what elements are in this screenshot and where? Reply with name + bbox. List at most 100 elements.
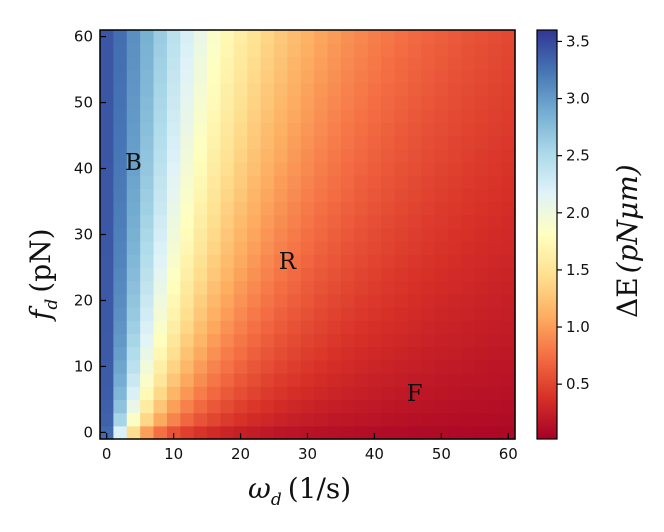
heatmap-cell (193, 30, 208, 44)
heatmap-cell (220, 69, 235, 84)
heatmap-cell (488, 346, 503, 361)
heatmap-cell (381, 69, 396, 84)
heatmap-cell (340, 43, 355, 57)
heatmap-cell (233, 43, 248, 57)
heatmap-cell (340, 69, 355, 84)
heatmap-cell (488, 425, 503, 440)
heatmap-cell (274, 188, 289, 203)
heatmap-cell (407, 161, 422, 176)
heatmap-cell (407, 280, 422, 295)
heatmap-cell (100, 412, 114, 427)
heatmap-cell (166, 307, 181, 321)
heatmap-cell (126, 412, 141, 427)
heatmap-cell (220, 373, 235, 387)
heatmap-cell (327, 30, 342, 44)
heatmap-cell (193, 201, 208, 216)
heatmap-cell (207, 188, 222, 203)
heatmap-cell (300, 30, 315, 44)
heatmap-cell (354, 82, 369, 97)
heatmap-cell (381, 425, 396, 440)
colorbar-tick-label: 1.0 (566, 318, 590, 336)
heatmap-cell (180, 43, 195, 57)
heatmap-cell (166, 412, 181, 427)
heatmap-cell (421, 43, 436, 57)
heatmap-cell (180, 254, 195, 269)
heatmap-cell (140, 425, 155, 440)
heatmap-cell (220, 188, 235, 203)
heatmap-cell (407, 373, 422, 387)
heatmap-cell (501, 386, 516, 401)
heatmap-cell (287, 188, 302, 203)
heatmap-cell (461, 346, 476, 361)
heatmap-cell (153, 227, 168, 242)
heatmap-cell (180, 227, 195, 242)
y-tick-label: 30 (74, 226, 93, 244)
heatmap-cell (421, 82, 436, 97)
heatmap-cell (287, 69, 302, 84)
heatmap-cell (314, 425, 329, 440)
heatmap-cell (287, 267, 302, 282)
heatmap-cell (434, 293, 449, 308)
heatmap-cell (233, 320, 248, 335)
heatmap-cell (474, 82, 489, 97)
heatmap-cell (274, 399, 289, 414)
heatmap-cell (394, 333, 409, 348)
heatmap-cell (220, 135, 235, 150)
heatmap-cell (193, 293, 208, 308)
y-tick-label: 10 (74, 357, 93, 375)
heatmap-cell (247, 227, 262, 242)
heatmap-cell (233, 346, 248, 361)
heatmap-cell (140, 293, 155, 308)
heatmap-cell (340, 359, 355, 374)
heatmap-cell (381, 280, 396, 295)
heatmap-cell (300, 293, 315, 308)
heatmap-cell (260, 95, 275, 110)
heatmap-cell (126, 267, 141, 282)
heatmap-cell (367, 267, 382, 282)
heatmap-cell (394, 135, 409, 150)
heatmap-cell (461, 82, 476, 97)
heatmap-cell (233, 214, 248, 229)
heatmap-cell (220, 214, 235, 229)
heatmap-cell (153, 201, 168, 216)
heatmap-cell (300, 425, 315, 440)
heatmap-cell (220, 412, 235, 427)
x-tick-label: 0 (102, 445, 112, 463)
heatmap-cell (367, 109, 382, 123)
heatmap-cell (233, 30, 248, 44)
heatmap-cell (274, 280, 289, 295)
heatmap-cell (166, 30, 181, 44)
heatmap-cell (421, 320, 436, 335)
heatmap-cell (247, 30, 262, 44)
heatmap-cell (354, 359, 369, 374)
heatmap-cell (474, 293, 489, 308)
heatmap-cell (381, 201, 396, 216)
heatmap-cell (140, 399, 155, 414)
heatmap-cell (100, 399, 114, 414)
heatmap-cell (126, 214, 141, 229)
heatmap-cell (180, 82, 195, 97)
heatmap-cell (140, 43, 155, 57)
heatmap-cell (421, 386, 436, 401)
heatmap-cell (220, 307, 235, 321)
heatmap-cell (448, 386, 463, 401)
heatmap-cell (260, 214, 275, 229)
heatmap-cell (247, 135, 262, 150)
heatmap-cell (274, 109, 289, 123)
heatmap-cell (448, 280, 463, 295)
heatmap-cell (300, 254, 315, 269)
heatmap-cell (140, 227, 155, 242)
heatmap-cell (501, 122, 516, 137)
heatmap-cell (207, 148, 222, 163)
heatmap-cell (340, 214, 355, 229)
heatmap-cell (354, 373, 369, 387)
heatmap-cell (488, 122, 503, 137)
heatmap-cell (327, 373, 342, 387)
heatmap-cell (474, 43, 489, 57)
heatmap-cell (448, 95, 463, 110)
heatmap-cell (434, 320, 449, 335)
heatmap-cell (153, 43, 168, 57)
heatmap-cell (126, 56, 141, 71)
heatmap-cell (233, 359, 248, 374)
heatmap-cell (193, 280, 208, 295)
